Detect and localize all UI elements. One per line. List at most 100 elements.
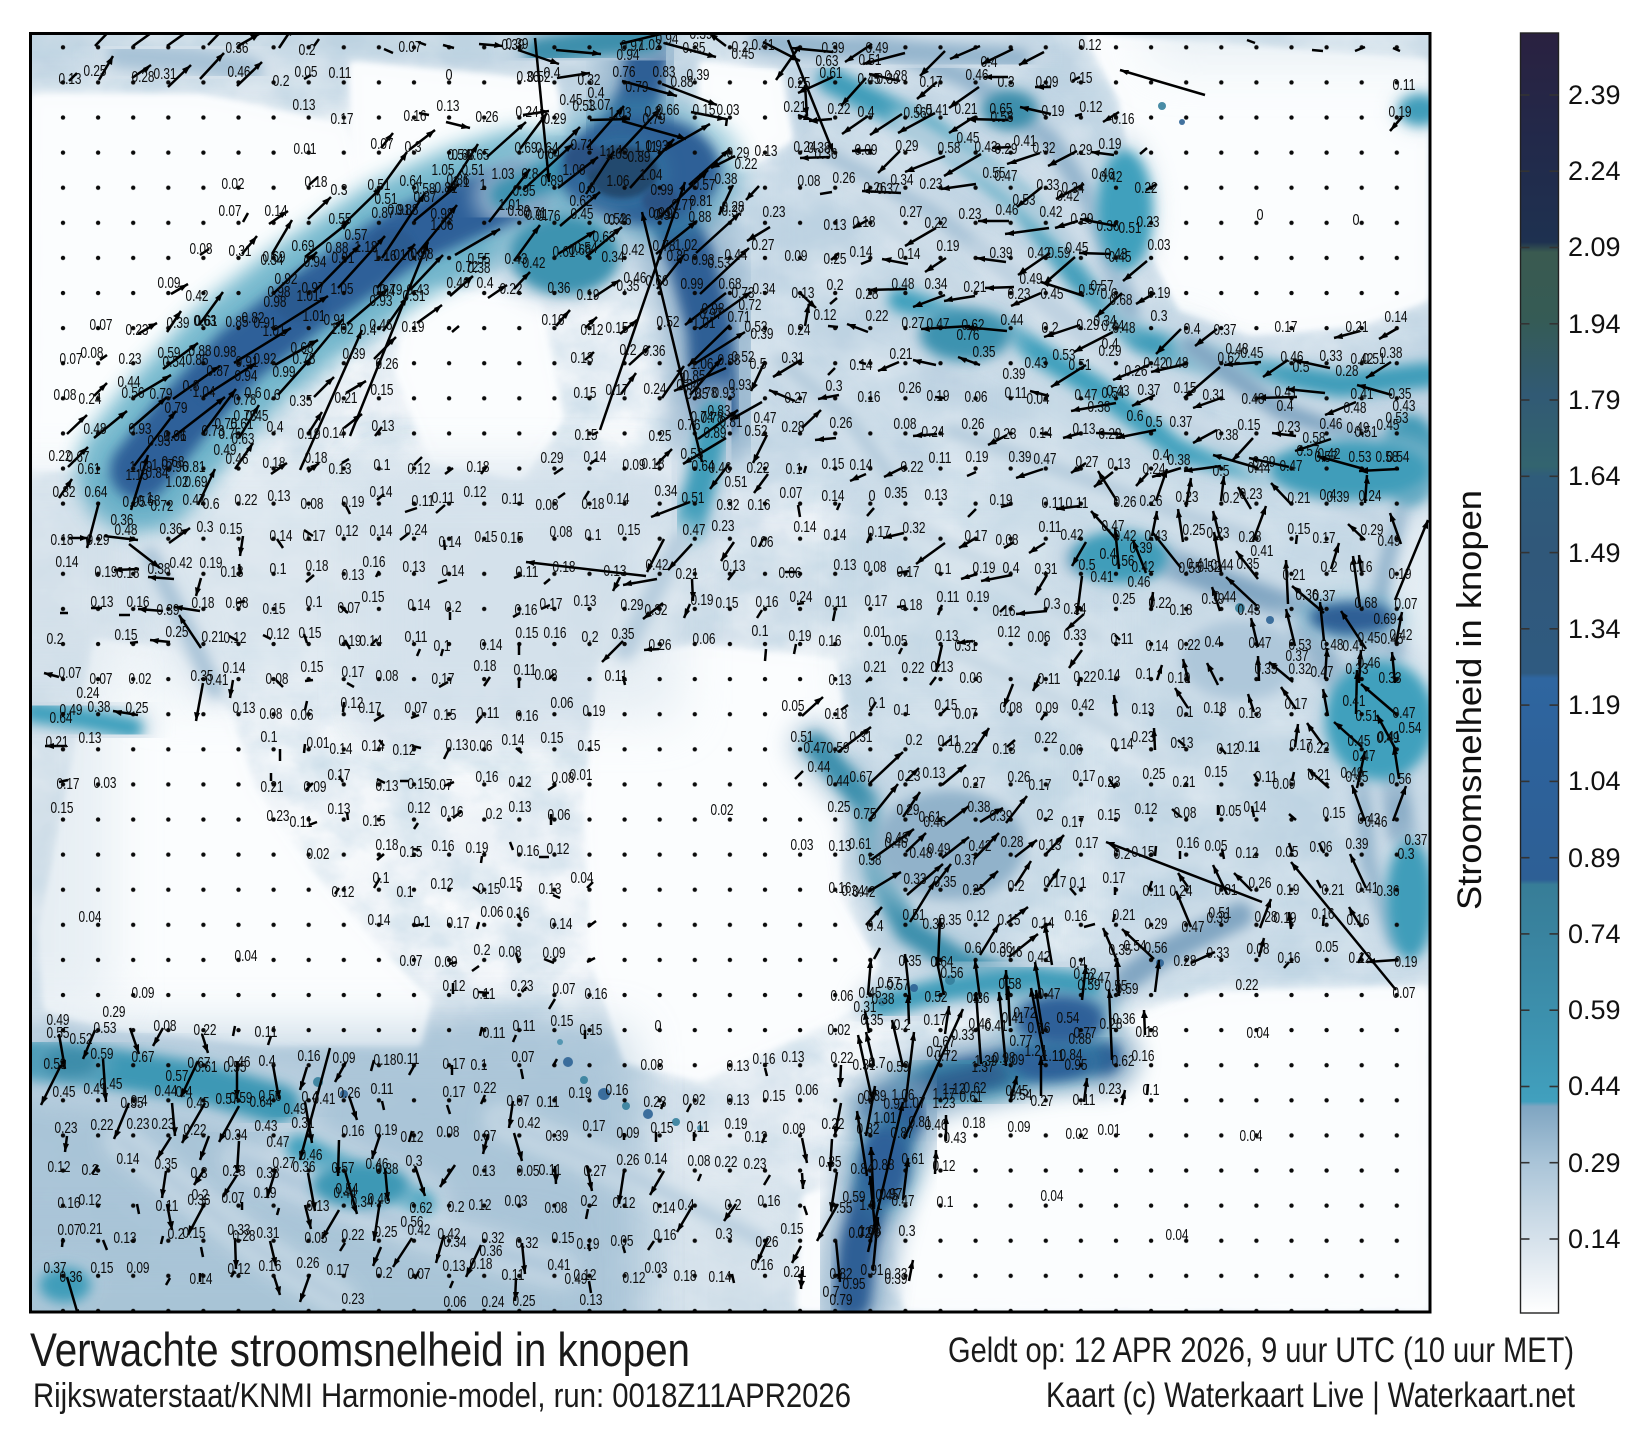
svg-text:0.61: 0.61 xyxy=(820,65,843,82)
svg-text:0.14: 0.14 xyxy=(330,741,353,758)
svg-text:0.16: 0.16 xyxy=(1278,950,1301,967)
svg-text:0.48: 0.48 xyxy=(1166,355,1189,372)
svg-text:0.16: 0.16 xyxy=(1312,906,1335,923)
svg-text:0.18: 0.18 xyxy=(582,496,605,513)
svg-text:0.38: 0.38 xyxy=(148,561,171,578)
svg-text:0.39: 0.39 xyxy=(502,37,525,54)
svg-text:0.54: 0.54 xyxy=(163,354,186,371)
svg-text:0.13: 0.13 xyxy=(727,1092,750,1109)
svg-text:0.45: 0.45 xyxy=(957,130,980,147)
svg-text:0.11: 0.11 xyxy=(1073,1092,1096,1109)
svg-text:0.19: 0.19 xyxy=(298,426,321,443)
svg-text:0.52: 0.52 xyxy=(528,69,551,86)
svg-text:0.2: 0.2 xyxy=(894,1017,911,1034)
svg-text:0.07: 0.07 xyxy=(399,39,422,56)
svg-text:0.04: 0.04 xyxy=(1247,1025,1270,1042)
svg-text:0.51: 0.51 xyxy=(1119,220,1142,237)
svg-text:0.2: 0.2 xyxy=(192,1187,209,1204)
svg-text:0.06: 0.06 xyxy=(444,1294,467,1311)
svg-text:0.76: 0.76 xyxy=(538,208,561,225)
svg-text:0.13: 0.13 xyxy=(792,285,815,302)
svg-text:0.19: 0.19 xyxy=(1389,566,1412,583)
svg-text:Rijkswaterstaat/KNMI Harmonie-: Rijkswaterstaat/KNMI Harmonie-model, run… xyxy=(33,1377,851,1415)
svg-text:0.28: 0.28 xyxy=(856,286,879,303)
svg-text:0.02: 0.02 xyxy=(711,802,734,819)
svg-text:0.14: 0.14 xyxy=(368,912,391,929)
svg-text:2.24: 2.24 xyxy=(1568,156,1621,186)
svg-text:0.29: 0.29 xyxy=(1099,343,1122,360)
svg-text:0.58: 0.58 xyxy=(938,140,961,157)
svg-text:0.03: 0.03 xyxy=(645,1260,668,1277)
svg-text:0.49: 0.49 xyxy=(928,841,951,858)
svg-text:0.36: 0.36 xyxy=(967,990,990,1007)
svg-text:0.48: 0.48 xyxy=(84,421,107,438)
svg-text:0.16: 0.16 xyxy=(441,804,464,821)
svg-text:0.59: 0.59 xyxy=(1048,245,1071,262)
svg-text:0.42: 0.42 xyxy=(170,555,193,572)
svg-text:0.17: 0.17 xyxy=(57,776,80,793)
svg-text:0.13: 0.13 xyxy=(307,1198,330,1215)
svg-text:0.28: 0.28 xyxy=(1001,834,1024,851)
svg-text:0.06: 0.06 xyxy=(751,534,774,551)
svg-text:0.19: 0.19 xyxy=(569,1085,592,1102)
svg-text:0.94: 0.94 xyxy=(617,47,640,64)
svg-text:0.35: 0.35 xyxy=(819,1154,842,1171)
svg-text:0.72: 0.72 xyxy=(1014,1005,1037,1022)
svg-text:0.05: 0.05 xyxy=(782,698,805,715)
svg-text:0.22: 0.22 xyxy=(474,1080,497,1097)
svg-text:0.15: 0.15 xyxy=(822,456,845,473)
svg-text:0.49: 0.49 xyxy=(1378,533,1401,550)
svg-text:0.29: 0.29 xyxy=(1077,317,1100,334)
svg-text:0.4: 0.4 xyxy=(867,918,884,935)
svg-text:0.17: 0.17 xyxy=(432,671,455,688)
svg-text:0.15: 0.15 xyxy=(1098,807,1121,824)
svg-text:0.06: 0.06 xyxy=(796,1082,819,1099)
svg-text:0.22: 0.22 xyxy=(342,1227,365,1244)
svg-text:0.84: 0.84 xyxy=(1060,1047,1083,1064)
svg-text:0.97: 0.97 xyxy=(408,248,431,265)
svg-text:0.11: 0.11 xyxy=(513,1018,536,1035)
svg-text:1.06: 1.06 xyxy=(607,173,630,190)
svg-text:0.19: 0.19 xyxy=(1168,670,1191,687)
svg-text:0.68: 0.68 xyxy=(1110,292,1133,309)
svg-text:0.45: 0.45 xyxy=(246,408,269,425)
svg-text:0.2: 0.2 xyxy=(1042,320,1059,337)
svg-text:0.82: 0.82 xyxy=(830,1266,853,1283)
svg-text:0.06: 0.06 xyxy=(1028,629,1051,646)
svg-text:0.89: 0.89 xyxy=(704,425,727,442)
svg-text:0.2: 0.2 xyxy=(273,73,290,90)
svg-text:0.47: 0.47 xyxy=(1311,664,1334,681)
svg-text:0.19: 0.19 xyxy=(1277,882,1300,899)
svg-text:0.13: 0.13 xyxy=(723,558,746,575)
svg-text:0.46: 0.46 xyxy=(609,212,632,229)
svg-text:0.51: 0.51 xyxy=(1355,424,1378,441)
svg-text:0.18: 0.18 xyxy=(306,558,329,575)
svg-text:0.53: 0.53 xyxy=(1386,410,1409,427)
svg-text:0.24: 0.24 xyxy=(482,1294,505,1311)
svg-text:0.39: 0.39 xyxy=(343,346,366,363)
svg-text:0.13: 0.13 xyxy=(829,838,852,855)
svg-text:0.16: 0.16 xyxy=(259,1258,282,1275)
svg-text:0.45: 0.45 xyxy=(1358,630,1381,647)
svg-text:0.17: 0.17 xyxy=(303,528,326,545)
svg-text:0.13: 0.13 xyxy=(1073,421,1096,438)
svg-text:0.32: 0.32 xyxy=(1033,140,1056,157)
svg-text:0.05: 0.05 xyxy=(1316,939,1339,956)
svg-text:0.38: 0.38 xyxy=(88,699,111,716)
svg-text:0.48: 0.48 xyxy=(892,276,915,293)
svg-text:0.45: 0.45 xyxy=(100,1076,123,1093)
svg-text:0.1: 0.1 xyxy=(869,695,886,712)
svg-text:0.27: 0.27 xyxy=(1031,1093,1054,1110)
svg-text:0.4: 0.4 xyxy=(981,54,998,71)
svg-text:0.16: 0.16 xyxy=(342,1123,365,1140)
svg-text:0.48: 0.48 xyxy=(910,845,933,862)
svg-text:0.89: 0.89 xyxy=(508,203,531,220)
svg-text:0.11: 0.11 xyxy=(825,594,848,611)
svg-text:0.47: 0.47 xyxy=(1353,748,1376,765)
svg-text:0.13: 0.13 xyxy=(1171,735,1194,752)
svg-text:0.42: 0.42 xyxy=(646,557,669,574)
svg-text:0.22: 0.22 xyxy=(194,1022,217,1039)
svg-text:0.19: 0.19 xyxy=(342,494,365,511)
svg-text:0.14: 0.14 xyxy=(190,1271,213,1288)
svg-text:0.75: 0.75 xyxy=(215,416,238,433)
